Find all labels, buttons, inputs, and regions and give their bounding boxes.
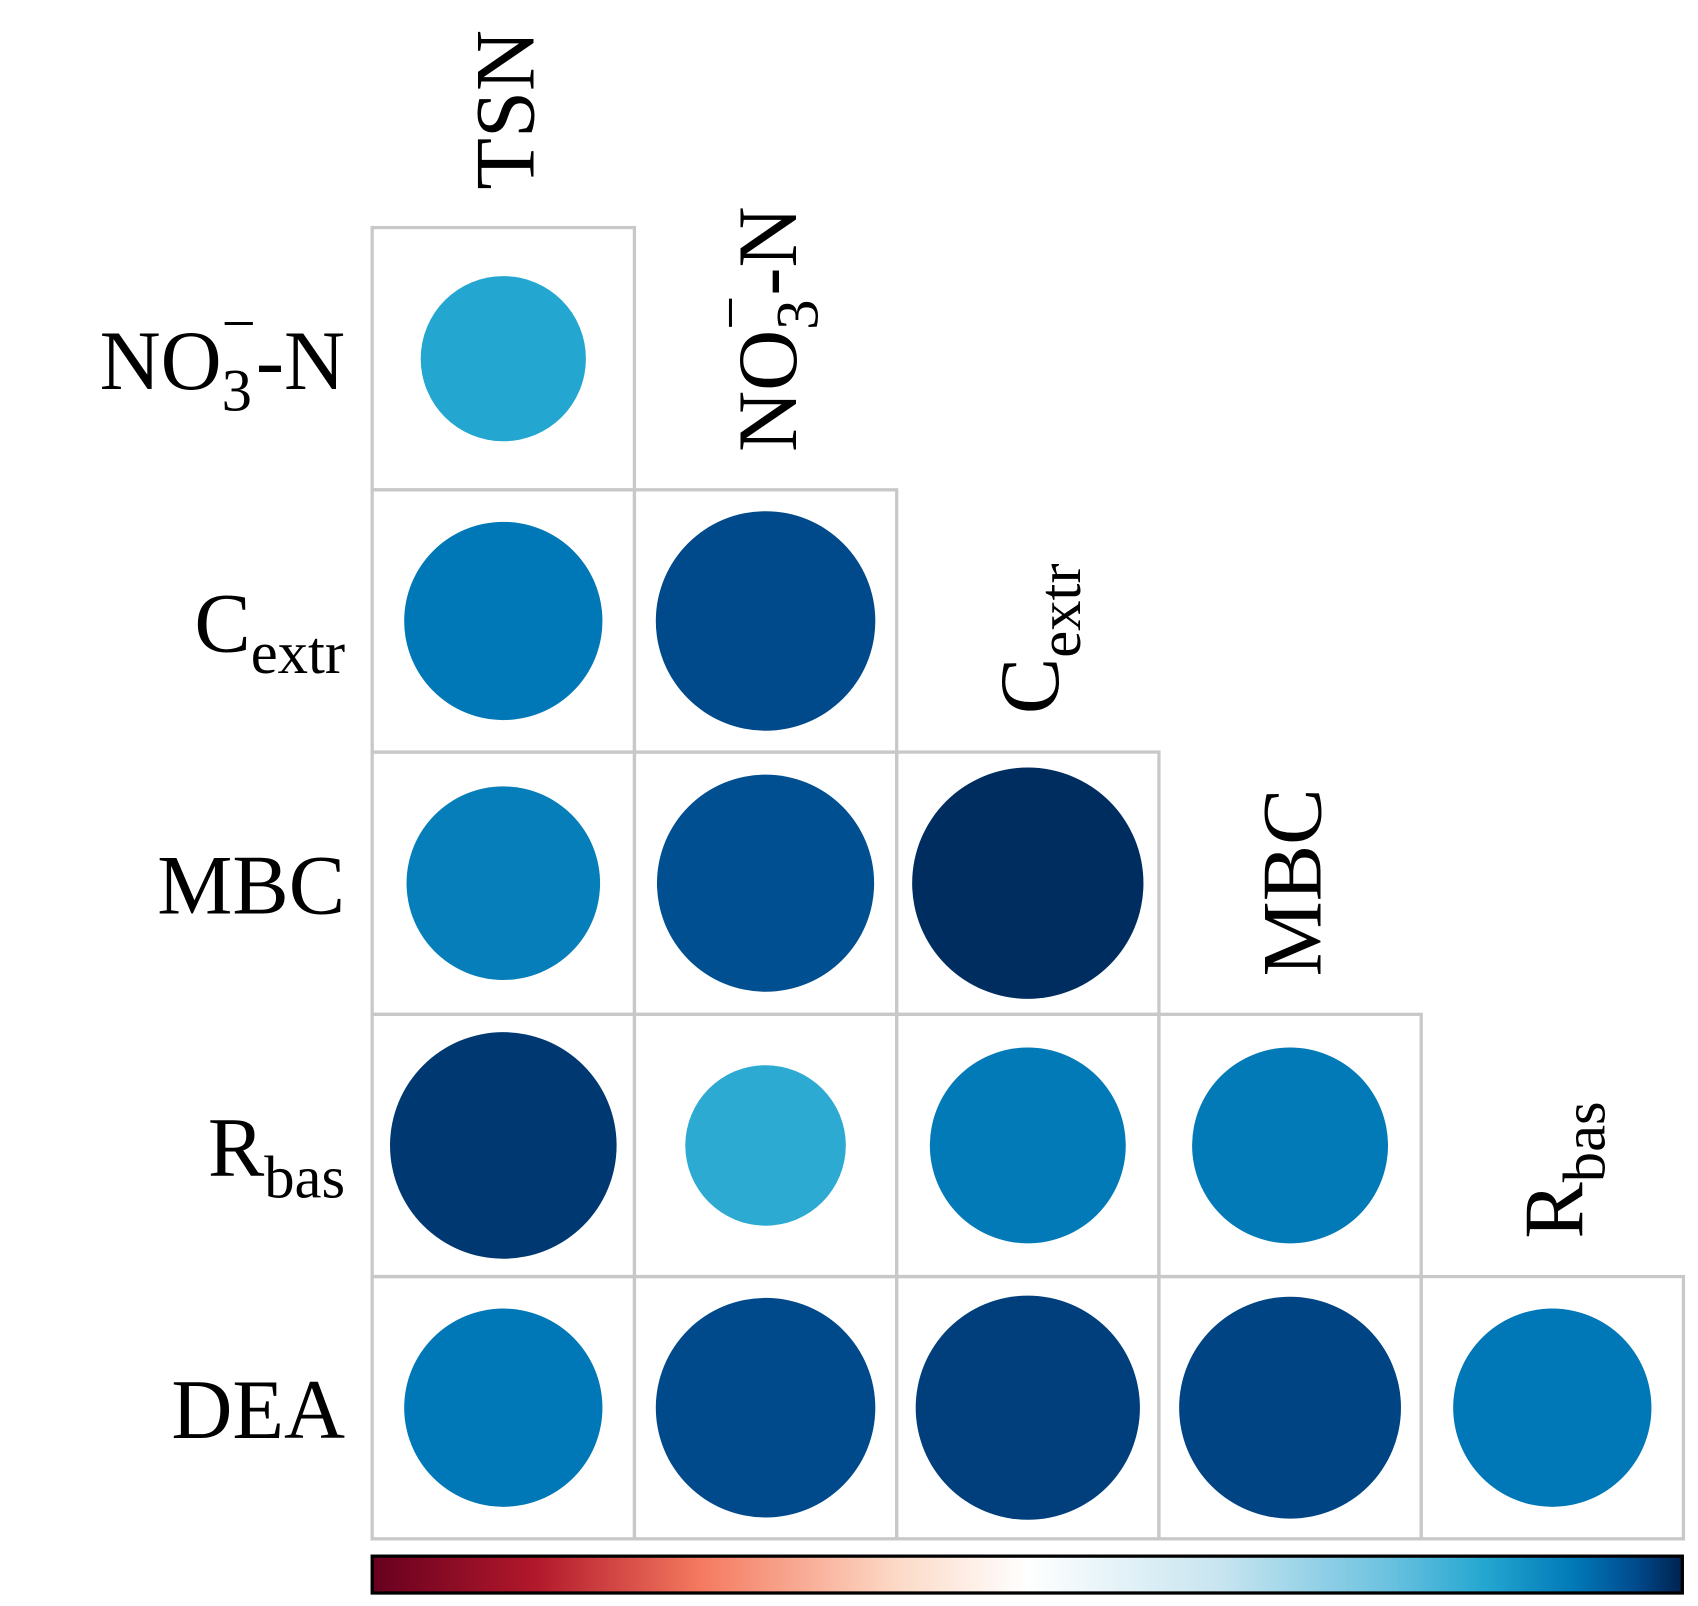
corr-circle — [1179, 1296, 1401, 1519]
row-label-main: DEA — [171, 1364, 345, 1457]
row-label: NO3−-N — [100, 291, 345, 425]
corr-circle — [655, 1297, 876, 1518]
col-label: TSN — [460, 30, 553, 190]
col-label: Cextr — [984, 563, 1094, 714]
row-label: MBC — [157, 840, 345, 933]
colorbar — [370, 1554, 1684, 1595]
cell — [1419, 1274, 1686, 1541]
corr-circle — [915, 1295, 1140, 1520]
col-label: Rbas — [1509, 1101, 1619, 1238]
row-label-sup: − — [222, 291, 256, 358]
row-label-main: R — [208, 1102, 265, 1195]
row-label-main: C — [194, 577, 250, 670]
corr-circle — [406, 786, 601, 980]
col-label-sub: bas — [1551, 1101, 1618, 1182]
row-label-main: MBC — [157, 840, 345, 933]
row-label-sub: extr — [251, 620, 345, 687]
col-label-sub: extr — [1027, 563, 1094, 657]
col-label-main: NO — [722, 330, 815, 452]
col-label-main: MBC — [1246, 788, 1339, 976]
corr-circle — [1192, 1047, 1389, 1244]
col-label-main: C — [984, 658, 1077, 714]
corr-circle — [656, 774, 875, 992]
row-label: Rbas — [208, 1102, 345, 1212]
row-label: DEA — [171, 1364, 345, 1457]
col-label: MBC — [1246, 788, 1339, 976]
corr-circle — [420, 276, 586, 442]
corr-circle — [912, 767, 1144, 999]
corr-circle — [655, 511, 876, 731]
col-label-main: R — [1509, 1182, 1602, 1239]
corr-circle — [390, 1032, 617, 1259]
corr-circle — [404, 1308, 603, 1507]
corr-circle — [929, 1047, 1126, 1244]
col-label-main: TSN — [460, 30, 553, 190]
col-label: NO3−-N — [697, 206, 831, 451]
row-label-sub: 3 — [222, 358, 252, 425]
col-label-sup: − — [697, 296, 764, 330]
corr-circle — [1453, 1308, 1652, 1507]
corr-circle — [404, 521, 603, 721]
col-label-tail: -N — [722, 206, 815, 295]
corr-circle — [685, 1065, 846, 1226]
row-label-main: NO — [100, 315, 222, 408]
row-label-tail: -N — [256, 315, 345, 408]
row-label: Cextr — [194, 577, 345, 687]
row-label-sub: bas — [264, 1144, 345, 1211]
col-label-sub: 3 — [765, 299, 832, 329]
